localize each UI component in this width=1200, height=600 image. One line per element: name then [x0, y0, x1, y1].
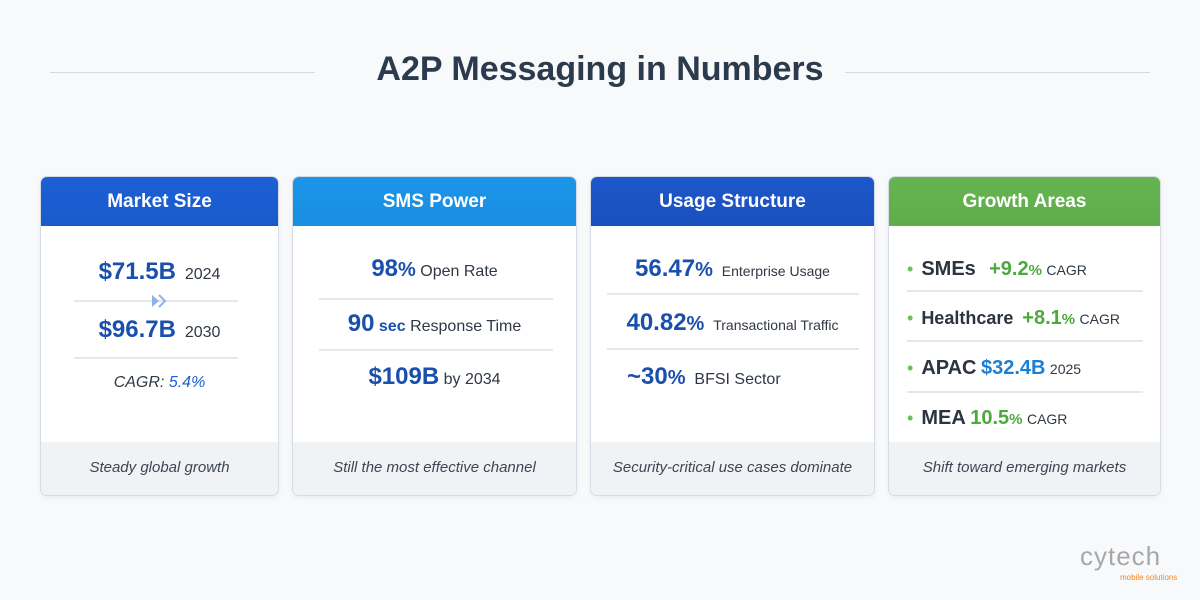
stat-label: Transactional Traffic — [713, 317, 839, 333]
stat-unit: % — [398, 259, 416, 281]
growth-name: Healthcare — [921, 308, 1014, 328]
card-footer: Shift toward emerging markets — [889, 442, 1160, 495]
stat-unit: % — [686, 313, 705, 335]
growth-label: CAGR — [1026, 411, 1068, 427]
card-title: Market Size — [41, 177, 278, 226]
double-chevron-right-icon — [152, 294, 167, 308]
stat-label: 2030 — [184, 324, 221, 341]
stat-row: $109B by 2034 — [293, 362, 576, 395]
title-rule-left — [50, 72, 315, 73]
stat-label: Response Time — [410, 318, 522, 335]
stat-unit: % — [667, 367, 686, 389]
cagr-value: 5.4% — [168, 374, 206, 391]
growth-unit: % — [1009, 411, 1023, 428]
stat-value: 40.82 — [626, 309, 687, 336]
stat-row: 40.82% Transactional Traffic — [591, 308, 874, 341]
stat-row: $71.5B 2024 — [41, 257, 278, 290]
growth-label: CAGR — [1046, 262, 1087, 278]
growth-value: $32.4B — [980, 357, 1046, 379]
growth-item: • SMEs +9.2% CAGR — [889, 254, 1160, 286]
divider — [319, 349, 553, 351]
page-title: A2P Messaging in Numbers — [376, 50, 824, 88]
stat-label: Enterprise Usage — [721, 263, 830, 279]
card-title: Growth Areas — [889, 177, 1160, 226]
growth-item: • APAC $32.4B 2025 — [889, 353, 1160, 385]
cytech-logo: cytech mobile solutions — [1080, 542, 1195, 586]
divider — [74, 357, 238, 359]
header: A2P Messaging in Numbers — [0, 44, 1200, 100]
logo-text: cytech — [1080, 541, 1162, 571]
stat-row: 98% Open Rate — [293, 254, 576, 287]
card-sms-power: SMS Power 98% Open Rate 90 sec Response … — [292, 176, 577, 496]
growth-name: APAC — [921, 357, 977, 379]
divider — [907, 391, 1143, 393]
stat-row: ~30% BFSI Sector — [591, 362, 874, 395]
stat-value: 98 — [371, 255, 399, 282]
card-footer: Security-critical use cases dominate — [591, 442, 874, 495]
stat-row: $96.7B 2030 — [41, 315, 278, 348]
card-growth-areas: Growth Areas • SMEs +9.2% CAGR • Healthcar… — [888, 176, 1161, 496]
cagr-label: CAGR: — [113, 374, 165, 391]
stat-label: by 2034 — [443, 371, 501, 388]
bullet-icon: • — [907, 308, 914, 328]
stat-label: 2024 — [184, 266, 221, 283]
bullet-icon: • — [907, 259, 914, 279]
growth-name: MEA — [921, 407, 966, 429]
stat-row: 56.47% Enterprise Usage — [591, 254, 874, 287]
bullet-icon: • — [907, 408, 914, 428]
stat-label: BFSI Sector — [694, 371, 781, 388]
stat-value: 90 — [347, 310, 375, 337]
card-market-size: Market Size $71.5B 2024 $96.7B 2030 CAGR… — [40, 176, 279, 496]
card-title: Usage Structure — [591, 177, 874, 226]
stat-value: ~30 — [627, 363, 668, 390]
stat-value: $109B — [368, 363, 440, 390]
cagr-row: CAGR: 5.4% — [41, 368, 278, 398]
card-footer: Still the most effective channel — [293, 442, 576, 495]
growth-value: 10.5 — [970, 407, 1010, 429]
stat-value: $71.5B — [98, 258, 176, 285]
growth-item: • MEA 10.5% CAGR — [889, 403, 1160, 435]
growth-name: SMEs — [921, 258, 976, 280]
stat-value: 56.47 — [635, 255, 696, 282]
growth-label: 2025 — [1049, 361, 1082, 377]
stat-value: $96.7B — [98, 316, 176, 343]
growth-unit: % — [1028, 262, 1042, 279]
stat-label: Open Rate — [420, 263, 498, 280]
divider — [907, 340, 1143, 342]
stat-row: 90 sec Response Time — [293, 309, 576, 342]
stat-unit: % — [695, 259, 713, 281]
growth-unit: % — [1061, 311, 1076, 328]
stat-unit: sec — [378, 318, 406, 335]
title-rule-right — [845, 72, 1150, 73]
card-footer: Steady global growth — [41, 442, 278, 495]
growth-value: +9.2 — [989, 258, 1029, 280]
divider — [607, 348, 859, 350]
divider — [607, 293, 859, 295]
logo-tagline: mobile solutions — [1120, 573, 1178, 582]
growth-value: +8.1 — [1022, 307, 1062, 329]
card-title: SMS Power — [293, 177, 576, 226]
card-usage-structure: Usage Structure 56.47% Enterprise Usage … — [590, 176, 875, 496]
growth-label: CAGR — [1079, 311, 1120, 327]
divider — [319, 298, 553, 300]
growth-item: • Healthcare +8.1% CAGR — [889, 303, 1160, 335]
divider — [907, 290, 1143, 292]
bullet-icon: • — [907, 358, 914, 378]
